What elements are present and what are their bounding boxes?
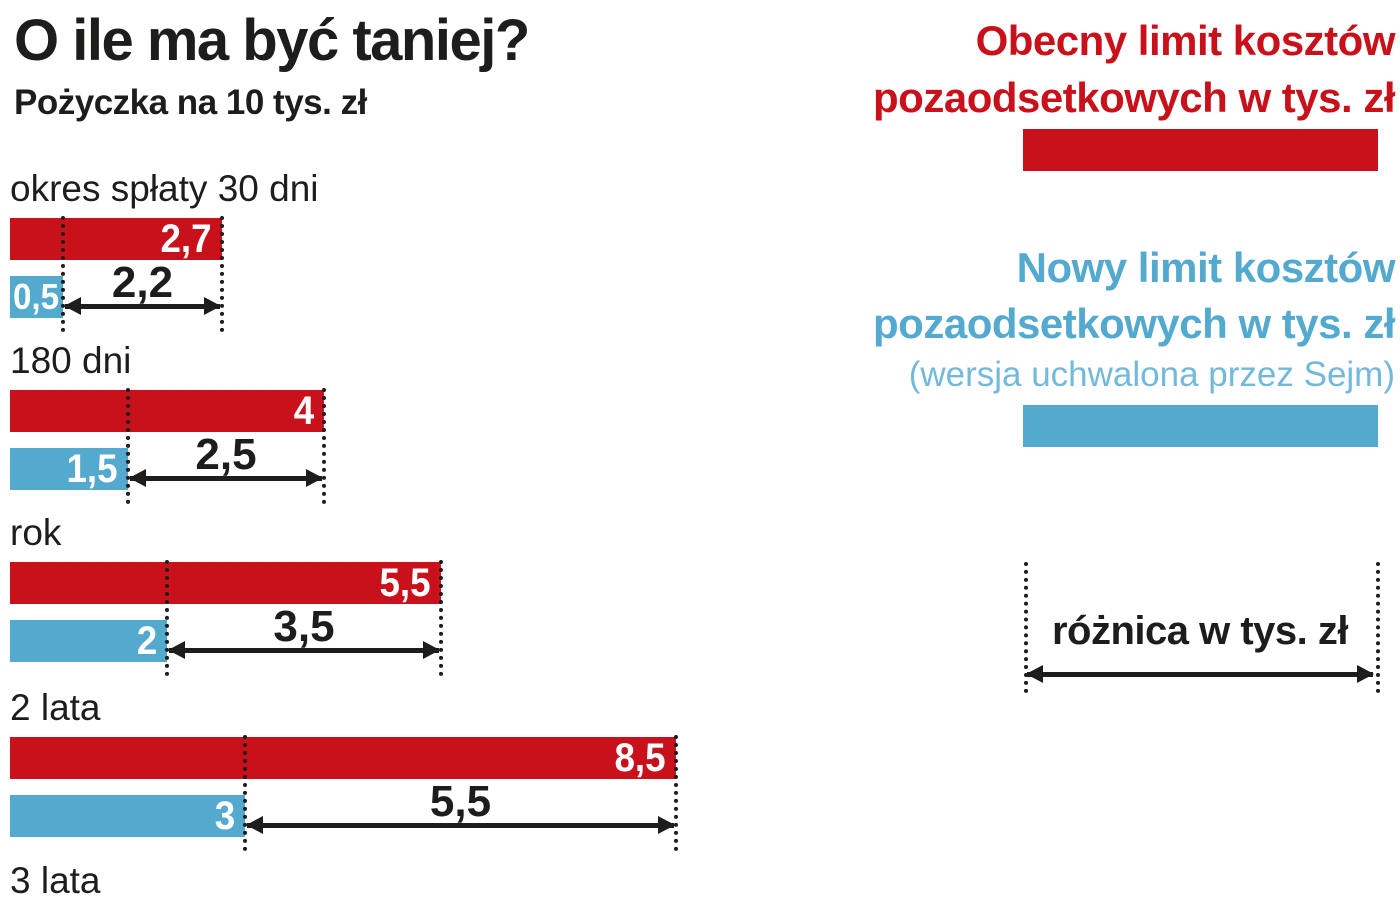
guide-line-new-end: [243, 735, 247, 851]
legend-current-line1: Obecny limit kosztów: [975, 17, 1396, 64]
guide-line-current-end: [220, 216, 224, 332]
legend-current-swatch: [1023, 129, 1378, 171]
new-limit-bar: 3: [10, 795, 245, 837]
current-limit-bar: 4: [10, 390, 324, 432]
legend-new-swatch: [1023, 405, 1378, 447]
current-limit-bar: 8,5: [10, 737, 676, 779]
new-limit-bar: 0,5: [10, 276, 63, 318]
new-limit-value: 1,5: [66, 447, 118, 491]
guide-line-new-end: [61, 216, 65, 332]
difference-guide-line-right: [1376, 562, 1380, 693]
new-limit-value: 0,5: [12, 276, 59, 317]
difference-arrow: [64, 297, 221, 315]
page-title: O ile ma być taniej?: [14, 8, 530, 73]
difference-label: różnica w tys. zł: [1051, 609, 1349, 653]
guide-line-current-end: [322, 388, 326, 504]
legend-current-line2: pozaodsetkowych w tys. zł: [873, 74, 1395, 121]
difference-arrow: [129, 469, 323, 487]
chart-group: okres spłaty 30 dni 2,7 0,5 2,2: [0, 168, 760, 344]
chart-group: 2 lata 8,5 3 5,5: [0, 687, 760, 863]
legend-new-line2: pozaodsetkowych w tys. zł: [873, 300, 1395, 347]
new-limit-bar: 2: [10, 620, 167, 662]
chart-group: rok 5,5 2 3,5: [0, 512, 760, 688]
current-limit-bar: 5,5: [10, 562, 441, 604]
guide-line-new-end: [126, 388, 130, 504]
group-label: 3 lata: [10, 860, 101, 900]
difference-value: 2,5: [195, 430, 257, 479]
new-limit-value: 3: [214, 794, 235, 838]
legend-current-limit: Obecny limit kosztów pozaodsetkowych w t…: [873, 12, 1395, 126]
legend-new-note: (wersja uchwalona przez Sejm): [908, 355, 1395, 394]
difference-guide-line-left: [1024, 562, 1028, 693]
chart-group: 180 dni 4 1,5 2,5: [0, 340, 760, 516]
current-limit-value: 2,7: [160, 217, 212, 261]
guide-line-current-end: [674, 735, 678, 851]
legend-new-limit: Nowy limit kosztów pozaodsetkowych w tys…: [873, 240, 1395, 398]
difference-arrow: [1026, 665, 1374, 683]
current-limit-value: 4: [293, 389, 314, 433]
new-limit-value: 2: [136, 619, 157, 663]
difference-arrow: [168, 641, 440, 659]
group-label: okres spłaty 30 dni: [10, 168, 319, 209]
group-label: rok: [10, 512, 62, 553]
guide-line-current-end: [439, 560, 443, 676]
chart-group: 3 lata: [0, 860, 760, 900]
page-subtitle: Pożyczka na 10 tys. zł: [14, 83, 367, 122]
guide-line-new-end: [165, 560, 169, 676]
group-label: 180 dni: [10, 340, 132, 381]
current-limit-bar: 2,7: [10, 218, 222, 260]
new-limit-bar: 1,5: [10, 448, 128, 490]
difference-value: 3,5: [273, 602, 335, 651]
legend-difference: różnica w tys. zł: [1024, 562, 1380, 693]
difference-value: 2,2: [111, 258, 174, 307]
current-limit-value: 5,5: [379, 561, 431, 605]
difference-value: 5,5: [429, 777, 492, 826]
difference-arrow: [246, 816, 675, 834]
group-label: 2 lata: [10, 687, 101, 728]
current-limit-value: 8,5: [614, 736, 666, 780]
legend-new-line1: Nowy limit kosztów: [1016, 244, 1396, 291]
